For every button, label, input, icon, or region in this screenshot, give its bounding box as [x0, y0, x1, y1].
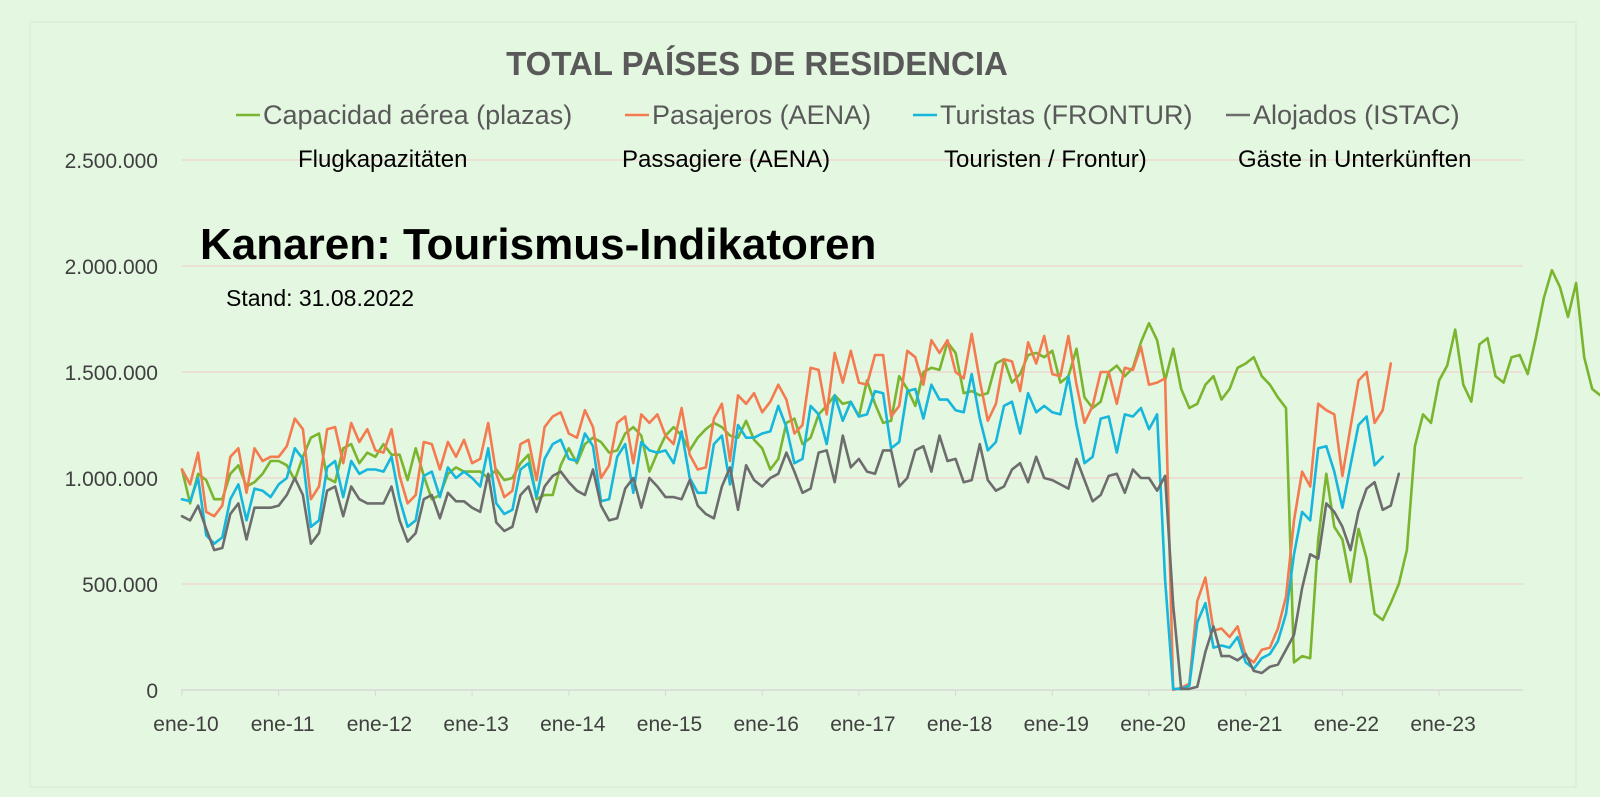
legend: Capacidad aérea (plazas) Pasajeros (AENA)… — [236, 100, 1460, 130]
x-tick-label: ene-10 — [153, 713, 218, 736]
x-tick-label: ene-11 — [251, 713, 315, 736]
x-tick-label: ene-21 — [1217, 713, 1282, 736]
y-tick-label: 1.000.000 — [65, 468, 158, 491]
x-tick-label: ene-17 — [830, 713, 895, 736]
legend-label: Turistas (FRONTUR) — [940, 100, 1192, 130]
chart-frame — [29, 21, 1577, 788]
series-line-alojados-istac — [180, 434, 1401, 691]
x-tick-label: ene-18 — [927, 713, 992, 736]
x-tick-label: ene-12 — [347, 713, 412, 736]
overlay-stand-date: Stand: 31.08.2022 — [226, 285, 414, 311]
x-tick-label: ene-22 — [1314, 713, 1379, 736]
x-tick-label: ene-13 — [443, 713, 508, 736]
overlay-title: Kanaren: Tourismus-Indikatoren — [200, 220, 877, 269]
x-tick-label: ene-14 — [540, 713, 606, 736]
x-tick-label: ene-20 — [1120, 713, 1185, 736]
x-tick-label: ene-23 — [1410, 713, 1475, 736]
y-tick-label: 2.000.000 — [65, 256, 158, 279]
x-tick-label: ene-15 — [637, 713, 702, 736]
legend-label: Capacidad aérea (plazas) — [263, 100, 572, 130]
x-tick-label: ene-19 — [1024, 713, 1089, 736]
german-label-capacity: Flugkapazitäten — [298, 146, 468, 173]
y-tick-label: 1.500.000 — [65, 362, 158, 385]
series-layer — [180, 268, 1600, 692]
chart-title: TOTAL PAÍSES DE RESIDENCIA — [506, 45, 1008, 82]
axis-layer: 0 500.000 1.000.000 1.500.000 2.000.000 2.500… — [65, 150, 1523, 736]
y-tick-label: 500.000 — [82, 574, 158, 597]
legend-label: Pasajeros (AENA) — [652, 100, 871, 130]
german-label-guests: Gäste in Unterkünften — [1238, 146, 1472, 173]
y-tick-label: 2.500.000 — [65, 150, 158, 173]
german-label-passengers: Passagiere (AENA) — [622, 146, 831, 173]
german-label-tourists: Touristen / Frontur) — [944, 146, 1147, 173]
grid-layer — [182, 159, 1523, 585]
y-tick-label: 0 — [146, 680, 158, 703]
x-tick-label: ene-16 — [734, 713, 799, 736]
legend-label: Alojados (ISTAC) — [1253, 100, 1460, 130]
